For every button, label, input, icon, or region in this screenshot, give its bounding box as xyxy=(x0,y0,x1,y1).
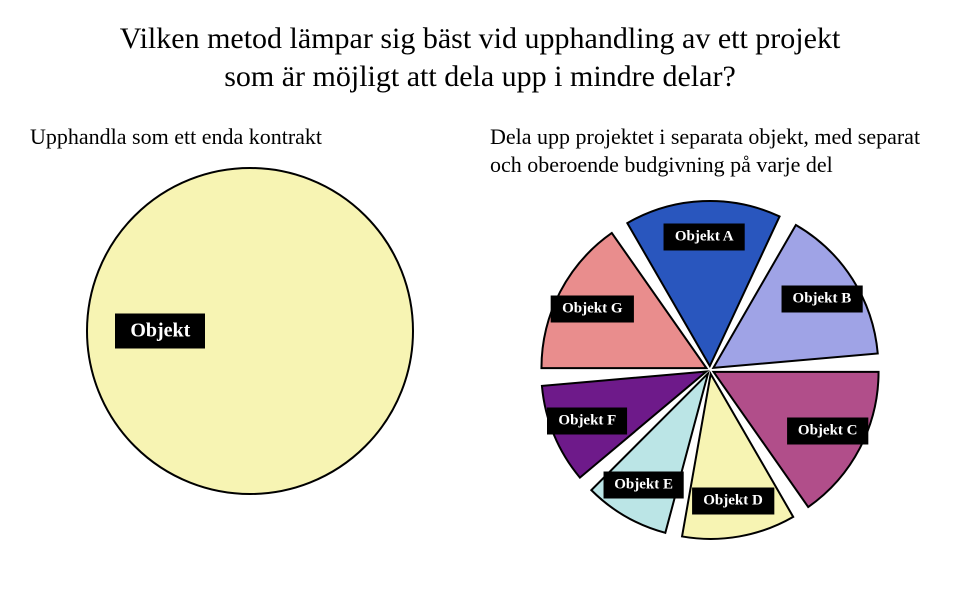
title-line2: som är möjligt att dela upp i mindre del… xyxy=(224,60,736,93)
pie-slice-label: Objekt D xyxy=(692,487,774,514)
pie-slice-label: Objekt B xyxy=(782,285,863,312)
left-column: Upphandla som ett enda kontrakt Objekt xyxy=(30,123,470,570)
right-heading: Dela upp projektet i separata objekt, me… xyxy=(490,123,930,178)
pie-slice-label: Objekt C xyxy=(787,418,869,445)
pie-slice-label: Objekt A xyxy=(664,224,745,251)
pie-slice-label: Objekt F xyxy=(547,407,627,434)
pie-slice-label: Objekt G xyxy=(551,295,633,322)
pie-slice-label: Objekt E xyxy=(603,471,684,498)
left-heading: Upphandla som ett enda kontrakt xyxy=(30,123,470,151)
title-line1: Vilken metod lämpar sig bäst vid upphand… xyxy=(120,22,841,55)
columns: Upphandla som ett enda kontrakt Objekt D… xyxy=(30,123,930,570)
right-chart: Objekt A Objekt B Objekt C Objekt D Objekt E… xyxy=(490,190,930,570)
left-chart: Objekt xyxy=(30,163,470,499)
page-title: Vilken metod lämpar sig bäst vid upphand… xyxy=(30,20,930,95)
single-object-label: Objekt xyxy=(115,313,205,348)
right-column: Dela upp projektet i separata objekt, me… xyxy=(490,123,930,570)
